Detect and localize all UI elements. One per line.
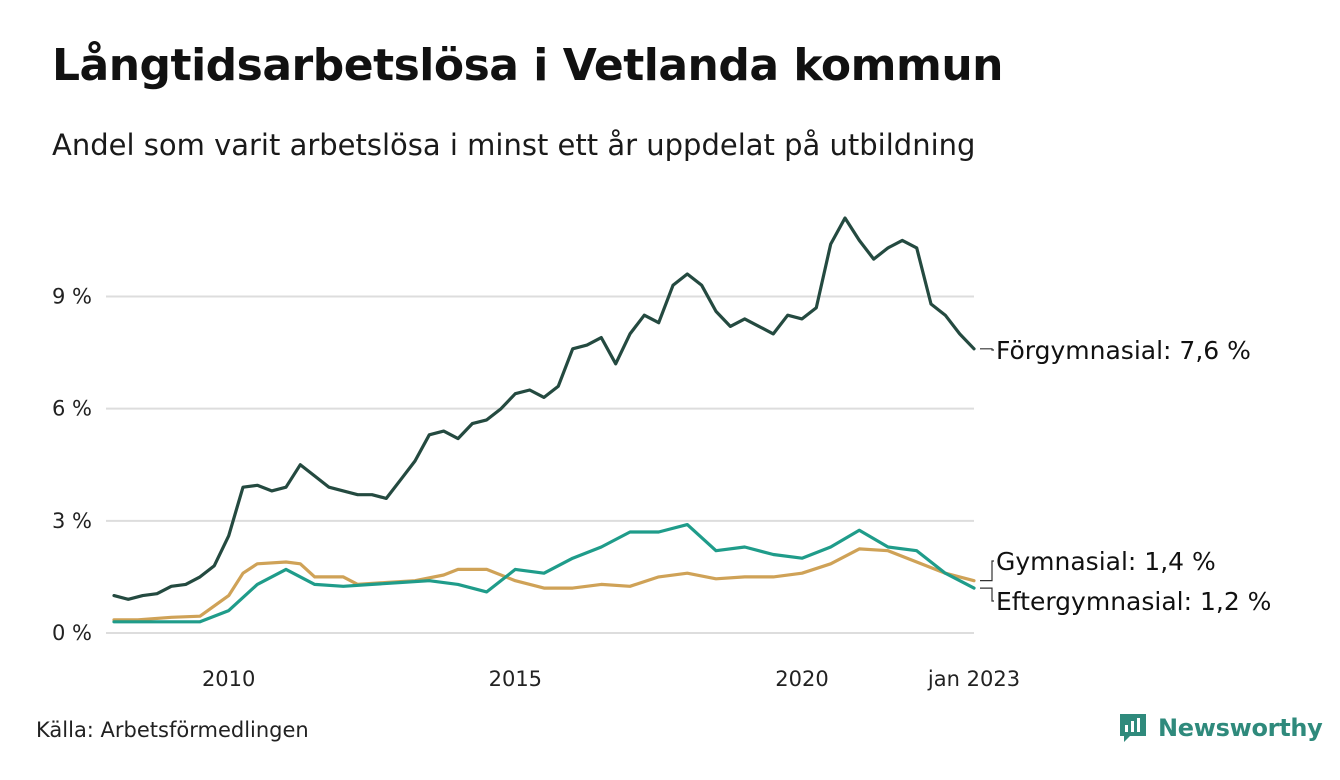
- end-label-gymnasial: Gymnasial: 1,4 %: [996, 547, 1216, 576]
- end-label-eftergymnasial: Eftergymnasial: 1,2 %: [996, 587, 1271, 616]
- chart-title: Långtidsarbetslösa i Vetlanda kommun: [52, 40, 1004, 91]
- chart-subtitle: Andel som varit arbetslösa i minst ett å…: [52, 128, 976, 162]
- series-line-gymnasial: [112, 547, 976, 622]
- x-tick-label: 2010: [202, 667, 255, 691]
- end-label-forgymnasial: Förgymnasial: 7,6 %: [996, 336, 1251, 365]
- newsworthy-logo-icon: [1120, 714, 1146, 742]
- y-tick-label: 3 %: [52, 509, 92, 533]
- leader-line-eftergymnasial: [980, 587, 994, 602]
- series-line-eftergymnasial: [112, 523, 976, 624]
- series-line-forgymnasial: [112, 216, 976, 601]
- y-tick-label: 9 %: [52, 284, 92, 308]
- x-tick-label: 2015: [489, 667, 542, 691]
- label-layer: 0 % 3 % 6 % 9 % 2010 2015 2020 jan 2023 Förgymna…: [52, 284, 1271, 691]
- leader-line-forgymnasial: [980, 348, 994, 351]
- x-tick-label: jan 2023: [927, 667, 1020, 691]
- brand-logo[interactable]: Newsworthy: [1118, 712, 1323, 744]
- x-tick-label: 2020: [775, 667, 828, 691]
- brand-name: Newsworthy: [1158, 714, 1323, 742]
- y-tick-label: 6 %: [52, 397, 92, 421]
- grid-layer: [106, 295, 974, 634]
- leader-line-gymnasial: [980, 560, 994, 582]
- y-tick-label: 0 %: [52, 621, 92, 645]
- line-chart: 0 % 3 % 6 % 9 % 2010 2015 2020 jan 2023 Förgymna…: [52, 216, 1271, 691]
- source-note: Källa: Arbetsförmedlingen: [36, 718, 309, 742]
- series-layer: [112, 216, 976, 624]
